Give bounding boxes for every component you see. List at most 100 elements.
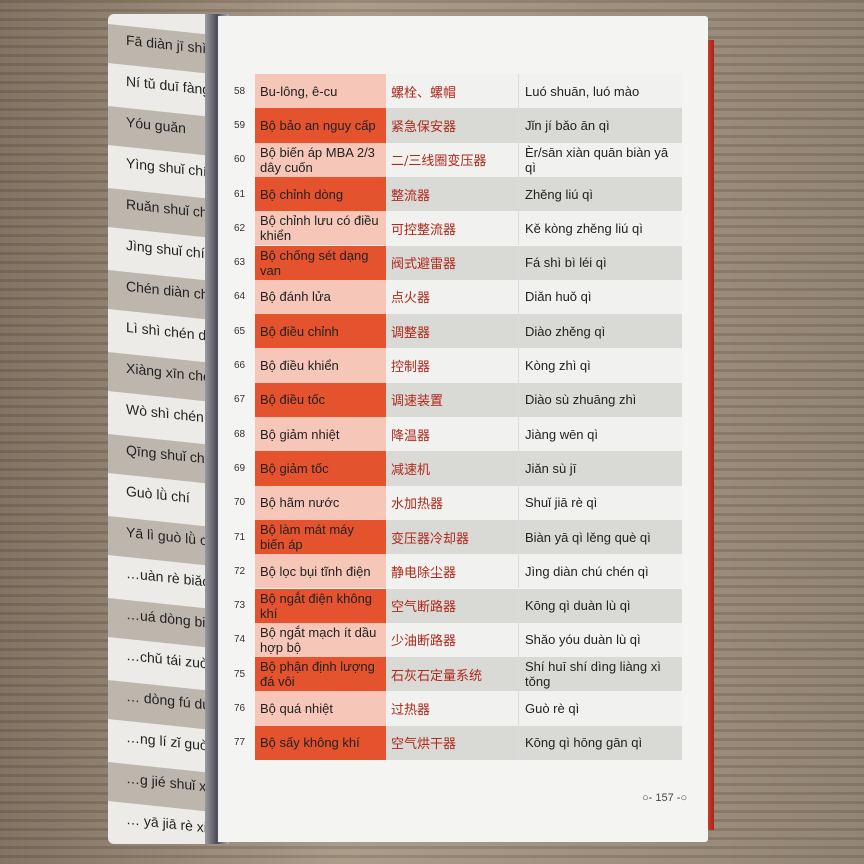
cell-num: 59 <box>234 119 246 131</box>
cell-num: 71 <box>234 531 246 543</box>
cell-zh: 紧急保安器 <box>386 108 518 143</box>
cell-zh: 少油断路器 <box>386 622 518 658</box>
table-row: 65 Bộ điều chỉnh 调整器 Diào zhěng qì <box>232 314 682 349</box>
cell-py: Kōng qì hōng gān qì <box>518 725 682 760</box>
cell-vi: Bộ chỉnh lưu có điều khiển <box>255 211 386 246</box>
cell-zh: 水加热器 <box>386 485 518 520</box>
cell-py: Jiàng wēn qì <box>518 417 682 452</box>
cell-num: 62 <box>234 222 246 234</box>
cell-zh: 整流器 <box>386 176 518 212</box>
cell-num: 61 <box>234 188 246 200</box>
cell-vi: Bu-lông, ê-cu <box>255 74 386 109</box>
cell-zh: 点火器 <box>386 279 518 315</box>
table-row: 76 Bộ quá nhiệt 过热器 Guò rè qì <box>232 691 682 726</box>
cell-vi: Bộ giảm nhiệt <box>255 417 386 452</box>
table-row: 73 Bộ ngắt điện không khí 空气断路器 Kōng qì duà… <box>232 588 682 623</box>
cell-zh: 二/三线圈变压器 <box>386 142 518 177</box>
cell-py: Èr/sān xiàn quān biàn yā qì <box>518 142 682 177</box>
table-row: 69 Bộ giảm tốc 减速机 Jiǎn sù jī <box>232 451 682 486</box>
cell-py: Kōng qì duàn lù qì <box>518 588 682 623</box>
page-number-text: 157 <box>655 792 674 804</box>
cell-py: Jǐn jí bǎo ān qì <box>518 108 682 143</box>
cell-py: Biàn yā qì lěng què qì <box>518 519 682 555</box>
cell-num: 76 <box>234 703 246 715</box>
cell-zh: 减速机 <box>386 451 518 486</box>
cell-vi: Bộ chống sét dạng van <box>255 245 386 280</box>
table-row: 61 Bộ chỉnh dòng 整流器 Zhěng liú qì <box>232 176 682 212</box>
cell-num: 66 <box>234 360 246 372</box>
cell-vi: Bộ quá nhiệt <box>255 691 386 726</box>
right-page: ○- 157 -○ 58 Bu-lông, ê-cu 螺栓、螺帽 Luó shuān,… <box>218 16 708 842</box>
table-row: 58 Bu-lông, ê-cu 螺栓、螺帽 Luó shuān, luó mào <box>232 74 682 109</box>
cell-num: 65 <box>234 325 246 337</box>
cell-num: 58 <box>234 85 246 97</box>
cell-num: 70 <box>234 497 246 509</box>
cell-num: 68 <box>234 428 246 440</box>
table-row: 60 Bộ biến áp MBA 2/3 dây cuốn 二/三线圈变压器 Èr/… <box>232 142 682 177</box>
cell-vi: Bộ ngắt mạch ít dầu hợp bộ <box>255 622 386 658</box>
table-row: 59 Bộ bảo an nguy cấp 紧急保安器 Jǐn jí bǎo ān q… <box>232 108 682 143</box>
cell-zh: 空气断路器 <box>386 588 518 623</box>
cell-py: Jiǎn sù jī <box>518 451 682 486</box>
cell-num: 73 <box>234 600 246 612</box>
cell-num: 63 <box>234 257 246 269</box>
cell-vi: Bộ lọc bụi tĩnh điện <box>255 554 386 589</box>
cell-num: 60 <box>234 154 246 166</box>
cell-zh: 石灰石定量系统 <box>386 657 518 692</box>
cell-py: Kòng zhì qì <box>518 348 682 383</box>
cell-py: Kě kòng zhěng liú qì <box>518 211 682 246</box>
cell-num: 77 <box>234 737 246 749</box>
cell-vi: Bộ điều tốc <box>255 382 386 417</box>
cell-vi: Bộ giảm tốc <box>255 451 386 486</box>
cell-vi: Bộ chỉnh dòng <box>255 176 386 212</box>
cell-num: 67 <box>234 394 246 406</box>
cell-py: Shǎo yóu duàn lù qì <box>518 622 682 658</box>
cell-vi: Bộ bảo an nguy cấp <box>255 108 386 143</box>
cell-py: Luó shuān, luó mào <box>518 74 682 109</box>
cell-vi: Bộ đánh lửa <box>255 279 386 315</box>
cell-num: 64 <box>234 291 246 303</box>
page-edge <box>704 40 714 830</box>
cell-zh: 螺栓、螺帽 <box>386 74 518 109</box>
table-row: 70 Bộ hãm nước 水加热器 Shuǐ jiā rè qì <box>232 485 682 520</box>
cell-num: 72 <box>234 565 246 577</box>
cell-py: Diào sù zhuāng zhì <box>518 382 682 417</box>
cell-zh: 阀式避雷器 <box>386 245 518 280</box>
left-page: Fā diàn jī shì gù bǎo húNí tǔ duī fàng c… <box>108 14 220 844</box>
table-row: 71 Bộ làm mát máy biến áp 变压器冷却器 Biàn yā qì… <box>232 519 682 555</box>
table-row: 66 Bộ điều khiển 控制器 Kòng zhì qì <box>232 348 682 383</box>
cell-py: Diǎn huǒ qì <box>518 279 682 315</box>
cell-num: 69 <box>234 462 246 474</box>
cell-vi: Bộ ngắt điện không khí <box>255 588 386 623</box>
cell-py: Diào zhěng qì <box>518 314 682 349</box>
cell-py: Zhěng liú qì <box>518 176 682 212</box>
table-row: 64 Bộ đánh lửa 点火器 Diǎn huǒ qì <box>232 279 682 315</box>
cell-zh: 控制器 <box>386 348 518 383</box>
table-row: 63 Bộ chống sét dạng van 阀式避雷器 Fá shì bì lé… <box>232 245 682 280</box>
cell-py: Jìng diàn chú chén qì <box>518 554 682 589</box>
cell-vi: Bộ sấy không khí <box>255 725 386 760</box>
cell-num: 74 <box>234 634 246 646</box>
cell-zh: 过热器 <box>386 691 518 726</box>
cell-zh: 调整器 <box>386 314 518 349</box>
cell-vi: Bộ điều chỉnh <box>255 314 386 349</box>
table-row: 75 Bộ phận định lượng đá vôi 石灰石定量系统 Shí hu… <box>232 657 682 692</box>
cell-py: Shí huī shí dìng liàng xì tǒng <box>518 657 682 692</box>
cell-py: Guò rè qì <box>518 691 682 726</box>
cell-vi: Bộ điều khiển <box>255 348 386 383</box>
table-row: 74 Bộ ngắt mạch ít dầu hợp bộ 少油断路器 Shǎo yó… <box>232 622 682 658</box>
cell-vi: Bộ hãm nước <box>255 485 386 520</box>
cell-vi: Bộ làm mát máy biến áp <box>255 519 386 555</box>
table-row: 77 Bộ sấy không khí 空气烘干器 Kōng qì hōng gān … <box>232 725 682 760</box>
cell-vi: Bộ phận định lượng đá vôi <box>255 657 386 692</box>
table-row: 68 Bộ giảm nhiệt 降温器 Jiàng wēn qì <box>232 417 682 452</box>
cell-zh: 降温器 <box>386 417 518 452</box>
cell-zh: 静电除尘器 <box>386 554 518 589</box>
cell-vi: Bộ biến áp MBA 2/3 dây cuốn <box>255 142 386 177</box>
cell-py: Fá shì bì léi qì <box>518 245 682 280</box>
page-number: ○- 157 -○ <box>642 792 688 804</box>
table-row: 62 Bộ chỉnh lưu có điều khiển 可控整流器 Kě kòng… <box>232 211 682 246</box>
table-row: 67 Bộ điều tốc 调速装置 Diào sù zhuāng zhì <box>232 382 682 417</box>
cell-num: 75 <box>234 668 246 680</box>
cell-zh: 空气烘干器 <box>386 725 518 760</box>
